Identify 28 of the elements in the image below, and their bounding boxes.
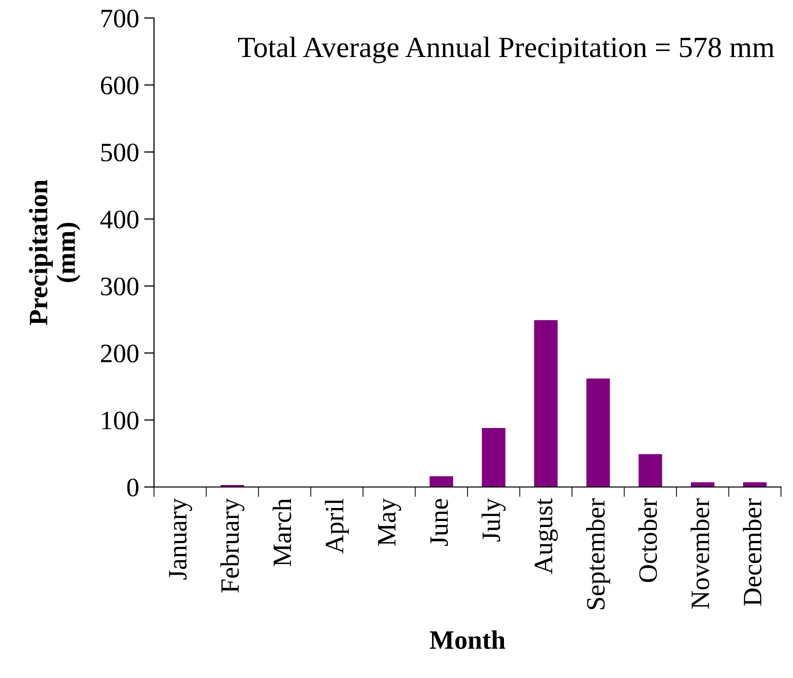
- y-tick-label: 400: [100, 210, 138, 228]
- y-tick-label: 200: [100, 344, 138, 362]
- y-tick-label: 500: [101, 144, 138, 162]
- x-tick-label: November: [690, 498, 710, 609]
- y-tick-label: 0: [127, 478, 138, 496]
- y-tick-label: 100: [102, 412, 138, 430]
- bar: [482, 428, 506, 487]
- y-tick-label: 700: [102, 10, 138, 28]
- x-tick-label: January: [169, 498, 192, 580]
- x-tick-label: August: [534, 498, 558, 574]
- annotation: Total Average Annual Precipitation = 578 mm: [238, 36, 774, 64]
- y-tick-label: 300: [101, 278, 138, 296]
- x-tick-label: October: [638, 498, 657, 582]
- x-tick-label: June: [430, 499, 448, 546]
- y-tick-label: 600: [100, 76, 138, 94]
- x-tick-label: February: [220, 498, 244, 593]
- bar: [586, 378, 610, 487]
- x-tick-label: December: [742, 498, 762, 606]
- bar: [430, 476, 454, 487]
- x-tick-label: March: [272, 498, 292, 566]
- x-tick-label: May: [378, 498, 402, 546]
- x-tick-label: July: [482, 498, 506, 542]
- y-axis-title: Precipitation (mm): [28, 180, 80, 326]
- x-tick-label: April: [324, 498, 349, 554]
- bar: [534, 320, 558, 487]
- x-tick-label: September: [586, 498, 610, 610]
- bar: [638, 454, 662, 487]
- x-axis-title: Month: [430, 630, 506, 649]
